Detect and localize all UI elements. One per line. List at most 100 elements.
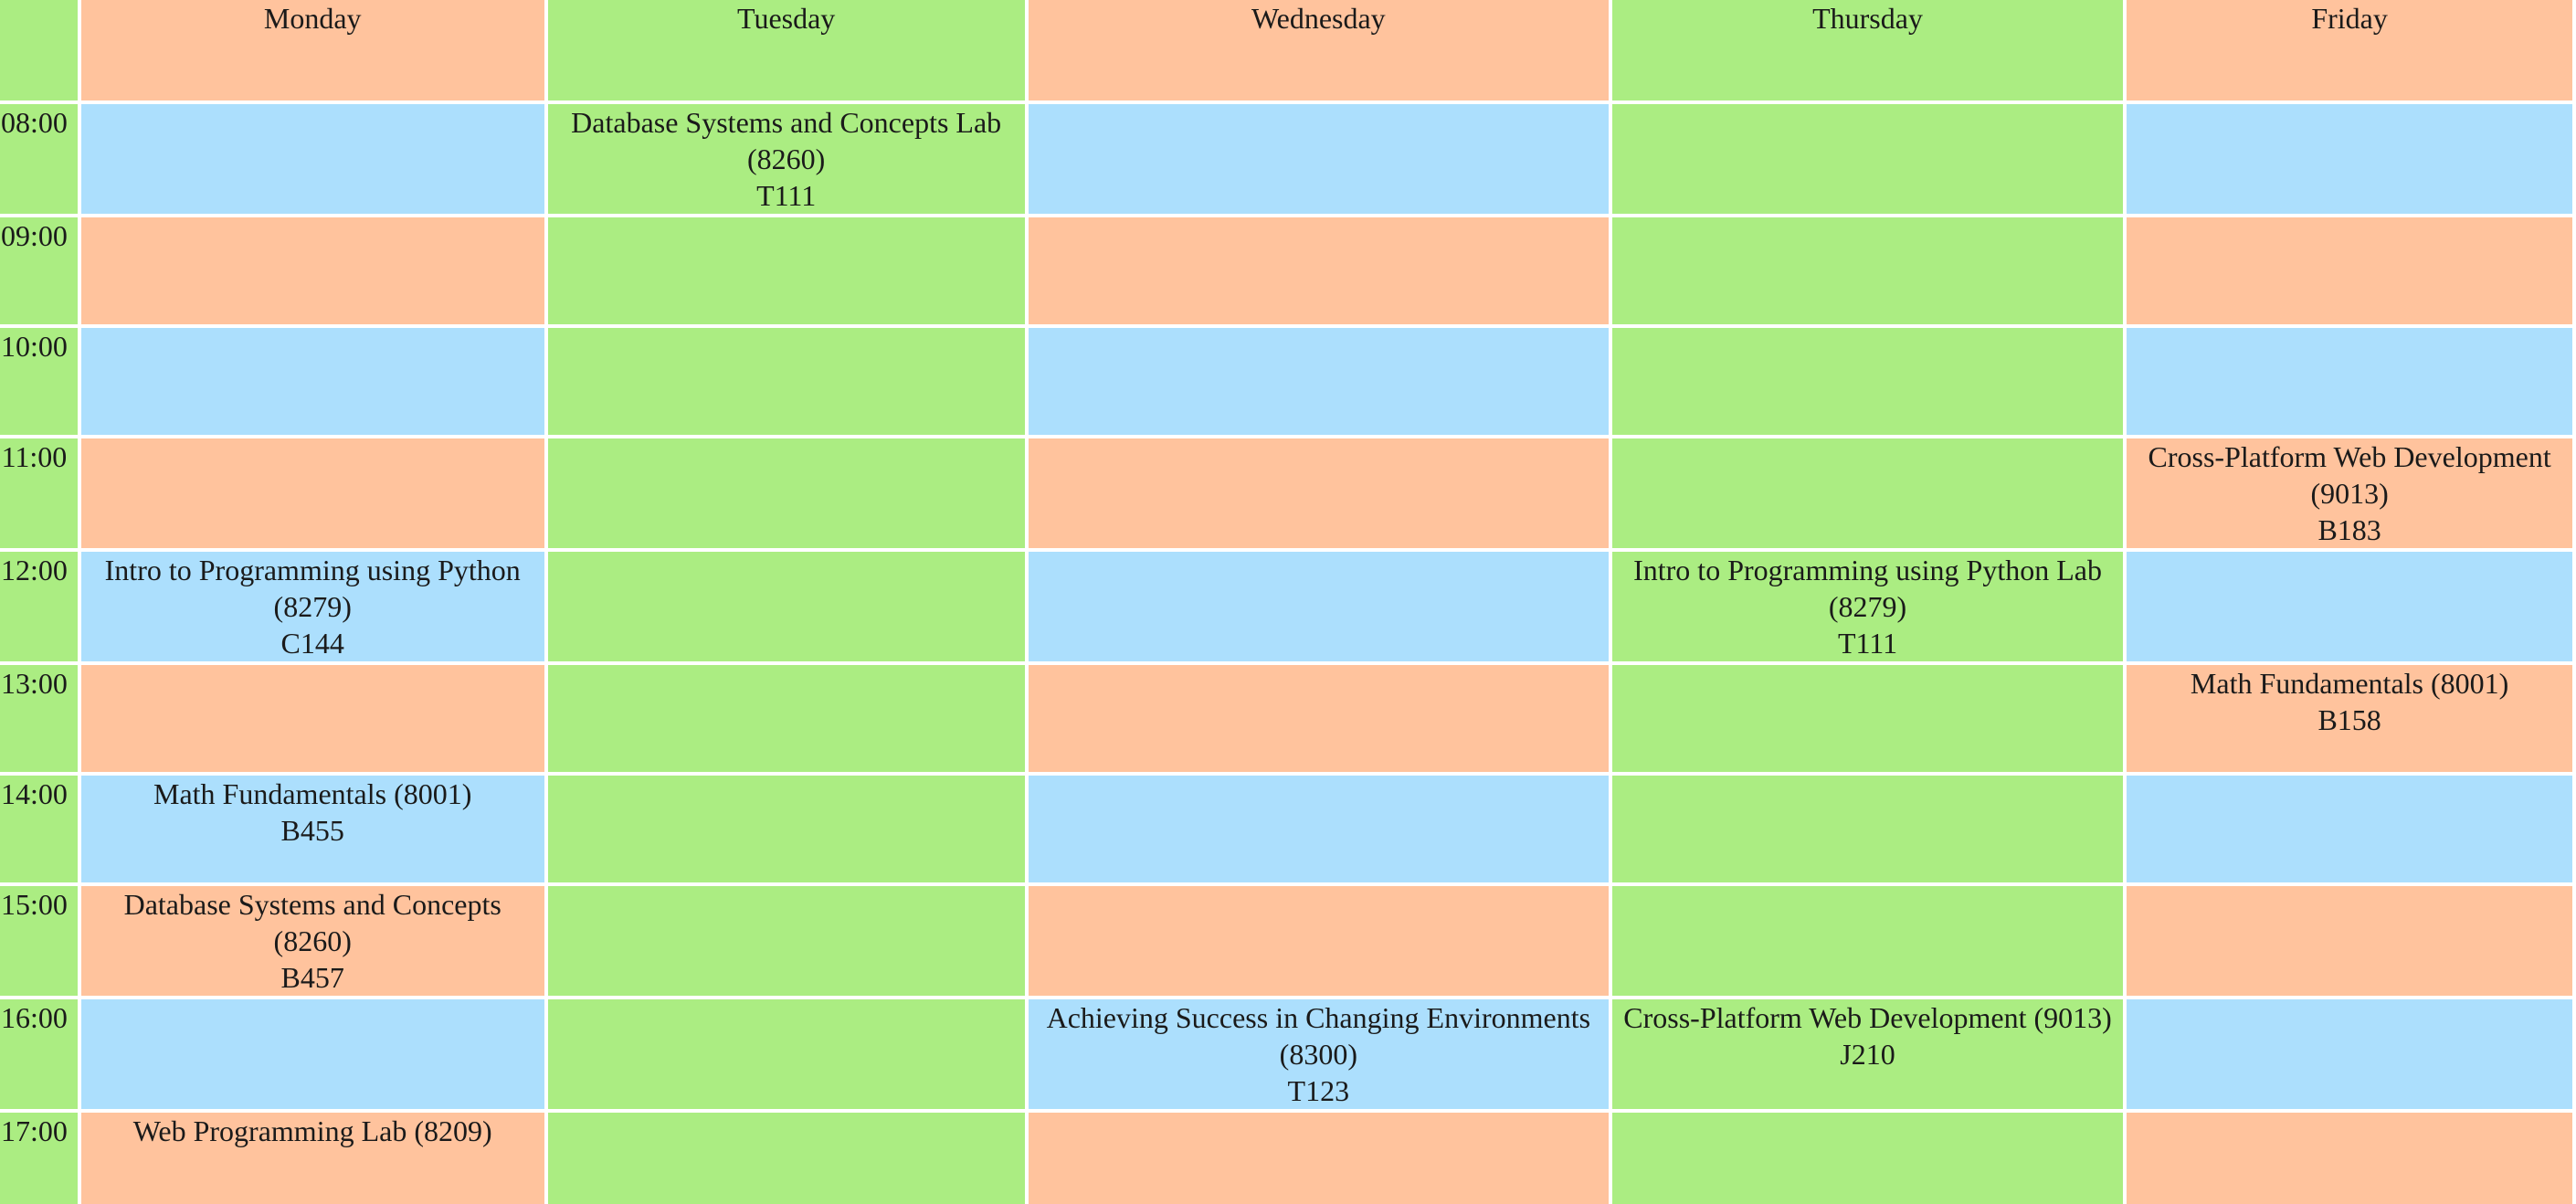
- slot-cell: [2127, 328, 2572, 435]
- slot-cell: [1028, 552, 1609, 661]
- course-room: B455: [280, 814, 344, 847]
- slot-cell: [2127, 886, 2572, 996]
- slot-cell: [80, 665, 544, 772]
- course-entry[interactable]: Achieving Success in Changing Environmen…: [1029, 999, 1609, 1109]
- slot-cell: Web Programming Lab (8209): [80, 1113, 544, 1204]
- course-room: T111: [1837, 627, 1898, 660]
- slot-cell: [1611, 217, 2124, 324]
- slot-cell: [1611, 886, 2124, 996]
- slot-cell: [1611, 438, 2124, 548]
- time-row: 11:00 Cross-Platform Web Development (901…: [0, 438, 2572, 548]
- slot-cell: Database Systems and Concepts Lab (8260)…: [547, 104, 1025, 214]
- slot-cell: [1028, 328, 1609, 435]
- day-header-1: Monday: [80, 0, 544, 100]
- slot-cell: [2127, 776, 2572, 882]
- time-label-cell: 08:00: [0, 104, 78, 214]
- slot-cell: [1028, 104, 1609, 214]
- slot-cell: Database Systems and Concepts (8260) B457: [80, 886, 544, 996]
- slot-cell: [80, 104, 544, 214]
- course-title: Database Systems and Concepts Lab (8260): [571, 106, 1002, 175]
- time-row: 17:00 Web Programming Lab (8209): [0, 1113, 2572, 1204]
- slot-cell: Intro to Programming using Python Lab (8…: [1611, 552, 2124, 661]
- course-room: B158: [2317, 703, 2381, 736]
- slot-cell: [2127, 552, 2572, 661]
- course-entry[interactable]: Database Systems and Concepts (8260) B457: [81, 886, 544, 996]
- time-label: 08:00: [1, 106, 68, 139]
- slot-cell: [1611, 104, 2124, 214]
- course-entry[interactable]: Web Programming Lab (8209): [81, 1113, 544, 1149]
- course-title: Cross-Platform Web Development (9013): [1623, 1001, 2112, 1034]
- slot-cell: [547, 999, 1025, 1109]
- time-label-cell: 13:00: [0, 665, 78, 772]
- slot-cell: [547, 886, 1025, 996]
- time-row: 09:00: [0, 217, 2572, 324]
- time-label-cell: 14:00: [0, 776, 78, 882]
- course-entry[interactable]: Cross-Platform Web Development (9013) B18…: [2127, 438, 2572, 548]
- slot-cell: [2127, 104, 2572, 214]
- course-entry[interactable]: Intro to Programming using Python (8279)…: [81, 552, 544, 661]
- slot-cell: Math Fundamentals (8001) B455: [80, 776, 544, 882]
- time-label-cell: 15:00: [0, 886, 78, 996]
- course-entry[interactable]: Math Fundamentals (8001) B158: [2127, 665, 2572, 738]
- course-title: Web Programming Lab (8209): [132, 1114, 492, 1147]
- course-entry[interactable]: Intro to Programming using Python Lab (8…: [1612, 552, 2123, 661]
- time-label: 16:00: [1, 1001, 68, 1034]
- course-title: Intro to Programming using Python Lab (8…: [1633, 554, 2102, 623]
- time-label-cell: 16:00: [0, 999, 78, 1109]
- slot-cell: [1611, 1113, 2124, 1204]
- slot-cell: [547, 438, 1025, 548]
- slot-cell: [1611, 665, 2124, 772]
- time-row: 10:00: [0, 328, 2572, 435]
- course-room: T123: [1287, 1074, 1350, 1107]
- time-label-cell: 17:00: [0, 1113, 78, 1204]
- slot-cell: Math Fundamentals (8001) B158: [2127, 665, 2572, 772]
- course-room: C144: [280, 627, 344, 660]
- slot-cell: [1028, 776, 1609, 882]
- slot-cell: [1028, 886, 1609, 996]
- course-entry[interactable]: Cross-Platform Web Development (9013) J21…: [1612, 999, 2123, 1072]
- course-title: Intro to Programming using Python (8279): [104, 554, 521, 623]
- slot-cell: [2127, 1113, 2572, 1204]
- day-header-5: Friday: [2127, 0, 2572, 100]
- time-row: 12:00 Intro to Programming using Python (…: [0, 552, 2572, 661]
- slot-cell: Cross-Platform Web Development (9013) J21…: [1611, 999, 2124, 1109]
- time-label: 15:00: [1, 888, 68, 921]
- slot-cell: [1028, 1113, 1609, 1204]
- time-label: 09:00: [1, 219, 68, 252]
- slot-cell: [547, 1113, 1025, 1204]
- time-label: 14:00: [1, 777, 68, 810]
- time-label: 10:00: [1, 330, 68, 363]
- day-header-4: Thursday: [1611, 0, 2124, 100]
- slot-cell: [547, 776, 1025, 882]
- course-title: Cross-Platform Web Development (9013): [2148, 440, 2551, 510]
- slot-cell: [547, 328, 1025, 435]
- slot-cell: [1028, 217, 1609, 324]
- slot-cell: [547, 665, 1025, 772]
- course-title: Achieving Success in Changing Environmen…: [1046, 1001, 1591, 1071]
- slot-cell: [547, 552, 1025, 661]
- course-room: J210: [1840, 1038, 1895, 1071]
- time-label-cell: 12:00: [0, 552, 78, 661]
- time-row: 14:00 Math Fundamentals (8001) B455: [0, 776, 2572, 882]
- slot-cell: [2127, 999, 2572, 1109]
- slot-cell: [80, 999, 544, 1109]
- slot-cell: [80, 328, 544, 435]
- course-room: B183: [2317, 513, 2381, 546]
- slot-cell: [547, 217, 1025, 324]
- time-label: 11:00: [1, 440, 68, 473]
- time-label: 12:00: [1, 554, 68, 586]
- time-label-cell: 11:00: [0, 438, 78, 548]
- time-row: 08:00 Database Systems and Concepts Lab (…: [0, 104, 2572, 214]
- corner-cell: [0, 0, 78, 100]
- day-header-row: Monday Tuesday Wednesday Thursday Friday: [0, 0, 2572, 100]
- time-label: 17:00: [1, 1114, 68, 1147]
- slot-cell: [1028, 665, 1609, 772]
- course-entry[interactable]: Database Systems and Concepts Lab (8260)…: [548, 104, 1025, 214]
- slot-cell: [1611, 328, 2124, 435]
- course-title: Database Systems and Concepts (8260): [123, 888, 501, 957]
- time-row: 15:00 Database Systems and Concepts (8260…: [0, 886, 2572, 996]
- slot-cell: [1028, 438, 1609, 548]
- time-row: 16:00 Achieving Success in Changing Envir…: [0, 999, 2572, 1109]
- course-entry[interactable]: Math Fundamentals (8001) B455: [81, 776, 544, 849]
